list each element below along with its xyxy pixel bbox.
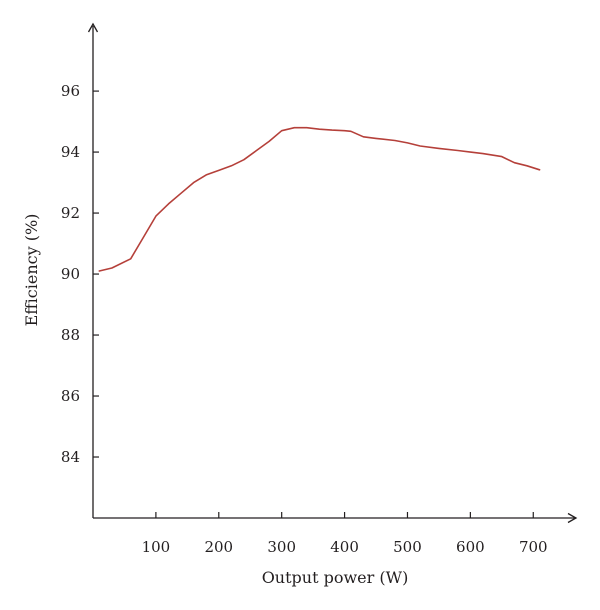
y-axis-ticks: 84 86 88 90 92 94 96 [61,82,99,466]
y-axis-title: Efficiency (%) [22,214,41,327]
x-tick-label: 200 [204,538,233,556]
x-axis-arrow [567,512,578,524]
x-tick-label: 400 [330,538,359,556]
series-line [98,126,541,272]
y-tick-label: 96 [61,82,80,100]
y-tick-label: 84 [61,448,80,466]
x-tick-label: 500 [393,538,422,556]
x-tick-label: 700 [519,538,548,556]
series-group [98,126,541,272]
y-tick-label: 90 [61,265,80,283]
x-tick-label: 300 [267,538,296,556]
y-tick-label: 88 [61,326,80,344]
x-tick-label: 600 [456,538,485,556]
y-tick-label: 92 [61,204,80,222]
x-axis-ticks: 100 200 300 400 500 600 700 [142,512,548,556]
y-axis-arrow [87,22,99,33]
x-tick-label: 100 [142,538,171,556]
x-axis-title: Output power (W) [262,568,409,587]
axes [87,22,578,524]
y-tick-label: 86 [61,387,80,405]
y-tick-label: 94 [61,143,80,161]
